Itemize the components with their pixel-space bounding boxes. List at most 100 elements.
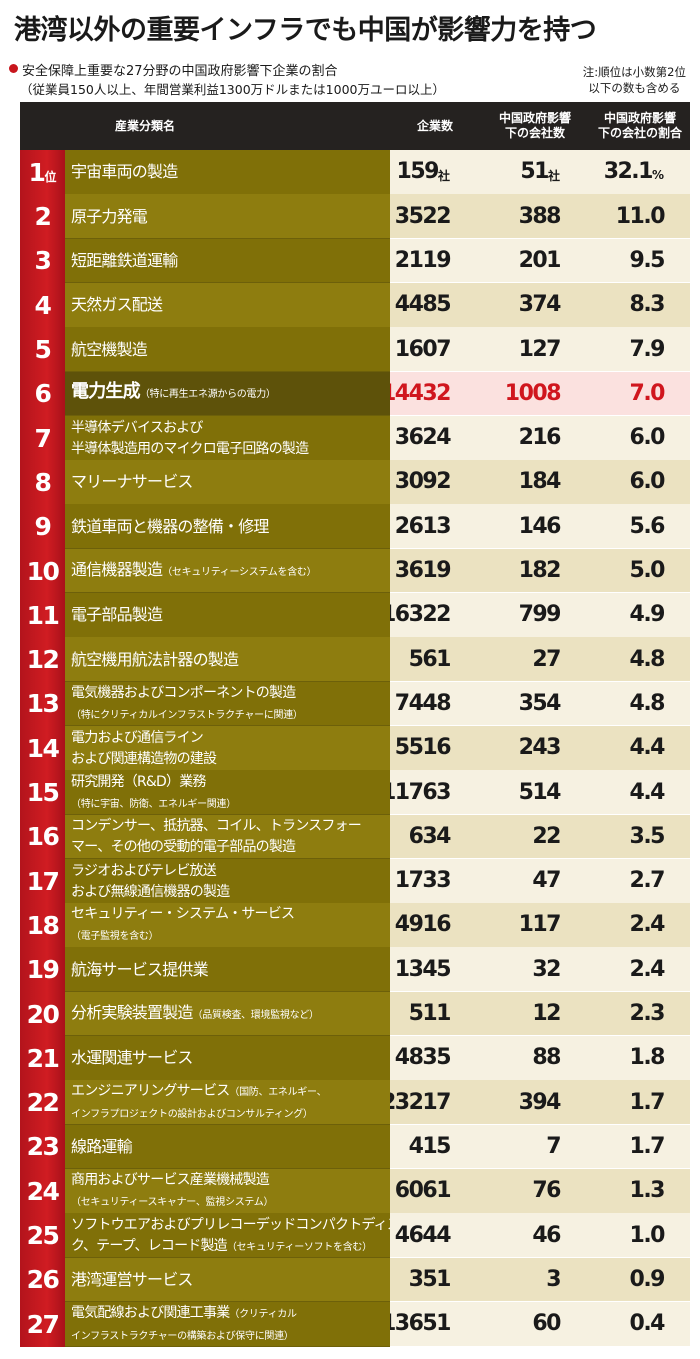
- influenced: 354: [518, 690, 562, 716]
- influenced: 243: [518, 735, 562, 761]
- share: 1.7: [629, 1089, 666, 1115]
- name-line: ク、テープ、レコード製造（セキュリティーソフトを含む）: [71, 1235, 372, 1257]
- companies: 14432: [390, 380, 452, 406]
- share: 2.7: [629, 868, 666, 894]
- name-text: 電力生成: [71, 381, 141, 403]
- rank-cell: 11: [20, 593, 65, 638]
- name-line: 半導体製造用のマイクロ電子回路の製造: [71, 438, 309, 459]
- name-text: コンデンサー、抵抗器、コイル、トランスフォー: [71, 818, 362, 835]
- rank-cell: 6: [20, 371, 65, 417]
- name-cell: 半導体デバイスおよび半導体製造用のマイクロ電子回路の製造: [65, 415, 390, 461]
- companies-cell: 511: [390, 991, 480, 1037]
- name-line: 分析実験装置製造（品質検査、環境監視など）: [71, 1003, 319, 1025]
- influenced-cell: 46: [480, 1213, 590, 1258]
- rank: 4: [34, 290, 52, 320]
- name-cell: マリーナサービス: [65, 460, 390, 505]
- influenced: 201: [518, 247, 562, 273]
- influenced: 47: [532, 868, 561, 894]
- companies-cell: 11763: [390, 770, 480, 815]
- rank: 6: [34, 379, 52, 409]
- name-text: マリーナサービス: [71, 472, 193, 492]
- name-text: 半導体デバイスおよび: [71, 419, 203, 436]
- companies-cell: 1345: [390, 947, 480, 993]
- companies: 3522: [394, 203, 452, 229]
- rank: 11: [26, 600, 60, 630]
- influenced: 22: [532, 823, 561, 849]
- rank: 23: [26, 1132, 60, 1162]
- influenced: 394: [518, 1089, 562, 1115]
- name-text: 航空機用航法計器の製造: [71, 649, 239, 669]
- companies-cell: 561: [390, 637, 480, 683]
- column-header: 産業分類名: [65, 102, 390, 150]
- influenced: 51: [520, 159, 549, 185]
- companies-cell: 3092: [390, 460, 480, 505]
- name-line: および無線通信機器の製造: [71, 881, 230, 902]
- share: 7.0: [629, 380, 666, 406]
- companies: 23217: [390, 1089, 452, 1115]
- name-text: 電子部品製造: [71, 605, 163, 625]
- companies: 1345: [394, 956, 452, 982]
- rank-cell: 18: [20, 903, 65, 948]
- share: 11.0: [615, 203, 666, 229]
- name-line: マリーナサービス: [71, 472, 193, 491]
- companies-cell: 2613: [390, 504, 480, 550]
- companies-cell: 159 社: [390, 150, 480, 195]
- share-cell: 11.0: [590, 194, 690, 240]
- name-line: 電力および通信ライン: [71, 727, 204, 748]
- name-text: 電気配線および関連工事業: [71, 1304, 230, 1321]
- companies-cell: 4835: [390, 1036, 480, 1081]
- name-text: 商用およびサービス産業機械製造: [71, 1172, 270, 1189]
- companies: 415: [408, 1133, 452, 1159]
- companies: 3619: [394, 558, 452, 584]
- companies-cell: 14432: [390, 371, 480, 417]
- title: 港湾以外の重要インフラでも中国が影響力を持つ: [14, 15, 597, 46]
- rank-cell: 16: [20, 814, 65, 860]
- name-cell: エンジニアリングサービス（国防、エネルギー、 インフラプロジェクトの設計およびコン…: [65, 1080, 390, 1126]
- share-cell: 4.4: [590, 725, 690, 771]
- name-text: 半導体製造用のマイクロ電子回路の製造: [71, 440, 309, 457]
- name-cell: 航空機製造: [65, 327, 390, 372]
- rank-cell: 5: [20, 327, 65, 372]
- subtitle: 安全保障上重要な27分野の中国政府影響下企業の割合: [9, 60, 338, 79]
- share-cell: 2.3: [590, 991, 690, 1037]
- share-cell: 3.5: [590, 814, 690, 860]
- rank: 2: [34, 202, 52, 232]
- name-text: および関連構造物の建設: [71, 750, 217, 767]
- influenced-cell: 12: [480, 991, 590, 1037]
- name-cell: 通信機器製造（セキュリティーシステムを含む）: [65, 548, 390, 594]
- rank: 10: [26, 556, 60, 586]
- name-line: 航海サービス提供業: [71, 960, 209, 979]
- companies: 4644: [394, 1222, 452, 1248]
- name-line: （電子監視を含む）: [71, 924, 159, 946]
- name-text: 電力および通信ライン: [71, 729, 204, 746]
- influenced-cell: 182: [480, 548, 590, 594]
- influenced-cell: 51 社: [480, 150, 590, 195]
- name-cell: 航海サービス提供業: [65, 947, 390, 993]
- companies-cell: 13651: [390, 1301, 480, 1347]
- share-cell: 1.7: [590, 1080, 690, 1126]
- header-line: 下の会社の割合: [597, 126, 682, 140]
- name-line: （特に宇宙、防衛、エネルギー関連）: [71, 792, 236, 814]
- header-corner: [20, 102, 65, 150]
- companies: 561: [408, 646, 452, 672]
- share-cell: 6.0: [590, 460, 690, 505]
- share-cell: 7.9: [590, 327, 690, 372]
- share-cell: 6.0: [590, 415, 690, 461]
- share-cell: 1.8: [590, 1036, 690, 1081]
- companies-cell: 5516: [390, 725, 480, 771]
- influenced-cell: 60: [480, 1301, 590, 1347]
- companies-cell: 4485: [390, 282, 480, 328]
- share-cell: 4.8: [590, 681, 690, 727]
- share: 7.9: [629, 336, 666, 362]
- share: 0.9: [629, 1266, 666, 1292]
- name-note: （クリティカル: [229, 1308, 297, 1320]
- rank: 13: [26, 689, 60, 719]
- share-cell: 1.7: [590, 1124, 690, 1170]
- column-header: 中国政府影響 下の会社の割合: [590, 102, 690, 150]
- share: 4.4: [629, 779, 666, 805]
- companies-cell: 2119: [390, 238, 480, 284]
- companies: 2613: [394, 513, 452, 539]
- name-text: 天然ガス配送: [71, 295, 163, 315]
- name-text: 通信機器製造: [71, 559, 163, 579]
- companies-cell: 3619: [390, 548, 480, 594]
